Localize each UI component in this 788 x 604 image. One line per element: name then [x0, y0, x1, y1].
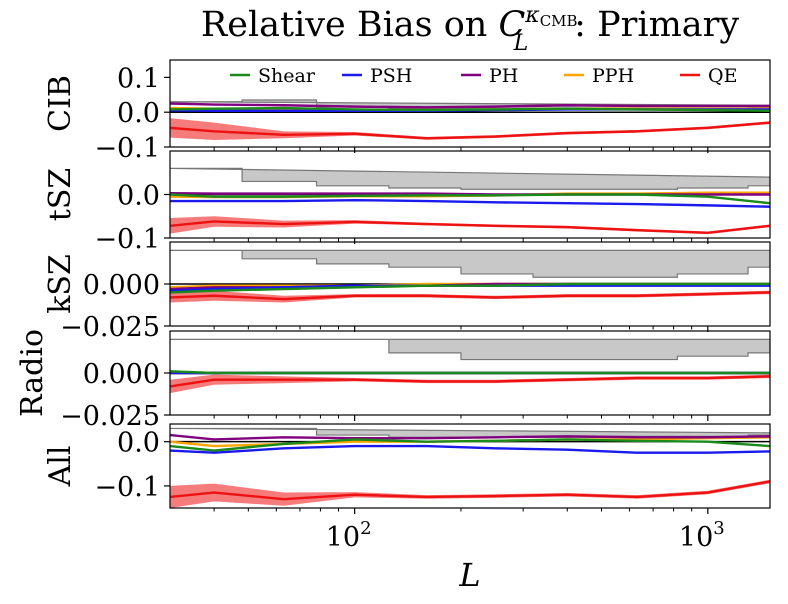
panel-cib: 0.1 0.0 −0.1 CIB	[43, 59, 771, 164]
legend: Shear PSH PH PPH QE	[230, 65, 737, 87]
series-line-qe-cib	[170, 121, 770, 140]
x-tick-label-base: 10	[326, 522, 360, 553]
panel-label-tsz: tSZ	[43, 168, 78, 221]
x-tick-label: 103	[679, 518, 725, 553]
panel-plot-area-cib	[170, 99, 770, 141]
panel-tsz: 0.0 −0.1 tSZ	[43, 150, 771, 255]
panel-all: 0.0 −0.1 All	[43, 423, 771, 514]
error-band-radio	[170, 338, 770, 361]
y-tick-label-radio: −0.025	[60, 401, 160, 432]
y-tick-label-ksz: −0.025	[60, 312, 160, 343]
x-tick-label: 102	[326, 518, 372, 553]
legend-label-psh: PSH	[370, 65, 412, 87]
legend-label-qe: QE	[708, 65, 737, 87]
panel-frame-cib	[169, 59, 771, 148]
panel-label-ksz: kSZ	[43, 254, 78, 314]
x-tick-label-exponent: 2	[360, 518, 371, 539]
series-line-qe-radio	[170, 375, 770, 388]
y-tick-label-cib: −0.1	[94, 133, 160, 164]
x-tick-label-base: 10	[679, 522, 713, 553]
y-tick-label-cib: 0.1	[117, 63, 160, 94]
series-line-shear-cib	[170, 106, 770, 113]
y-tick-label-radio: 0.000	[83, 359, 160, 390]
panel-plot-area-ksz	[170, 249, 770, 303]
chart-title: Relative Bias on CκCMB L : Primary	[201, 3, 739, 56]
panel-plot-area-radio	[170, 338, 770, 394]
legend-label-ph: PH	[489, 65, 518, 87]
legend-label-pph: PPH	[592, 65, 634, 87]
series-line-qe-all	[170, 480, 770, 501]
title-superscript: κ	[524, 3, 540, 28]
y-tick-label-tsz: −0.1	[94, 224, 160, 255]
error-band-all	[170, 427, 770, 438]
panel-plot-area-tsz	[170, 167, 770, 235]
series-line-psh-all	[170, 444, 770, 454]
qe-error-band-all	[170, 479, 770, 508]
y-tick-label-all: −0.1	[94, 472, 160, 503]
title-symbol: C	[498, 5, 525, 45]
series-line-shear-radio	[170, 370, 770, 375]
series-line-shear-tsz	[170, 193, 770, 205]
x-axis: 102 103	[326, 518, 725, 553]
series-line-shear-ksz	[170, 282, 770, 294]
panel-frame-all	[169, 423, 771, 509]
x-tick-label-exponent: 3	[713, 518, 724, 539]
series-line-qe-ksz	[170, 291, 770, 301]
series-line-qe-tsz	[170, 220, 770, 234]
y-tick-label-tsz: 0.0	[117, 181, 160, 212]
error-band-ksz	[170, 249, 770, 278]
title-text: Relative Bias on	[201, 5, 499, 45]
panel-radio: 0.000 −0.025 Radio	[15, 329, 771, 432]
panel-label-cib: CIB	[43, 75, 78, 132]
title-end: : Primary	[574, 5, 739, 45]
y-tick-label-ksz: 0.000	[83, 270, 160, 301]
panel-plot-area-all	[170, 427, 770, 508]
error-band-tsz	[170, 167, 770, 190]
y-tick-label-cib: 0.0	[117, 98, 160, 129]
panels-group: 0.10.0−0.1CIB0.0−0.1tSZ0.000−0.025kSZ0.0…	[15, 59, 771, 514]
series-line-ph-cib	[170, 102, 770, 109]
series-line-psh-tsz	[170, 198, 770, 208]
x-axis-label: L	[458, 556, 480, 594]
title-superscript-sub: CMB	[540, 12, 578, 30]
panel-label-radio: Radio	[15, 329, 50, 417]
legend-label-shear: Shear	[258, 65, 316, 87]
y-tick-label-all: 0.0	[117, 428, 160, 459]
panel-label-all: All	[43, 446, 78, 488]
series-line-ph-all	[170, 433, 770, 441]
series-line-shear-all	[170, 438, 770, 452]
title-subscript: L	[513, 31, 529, 56]
